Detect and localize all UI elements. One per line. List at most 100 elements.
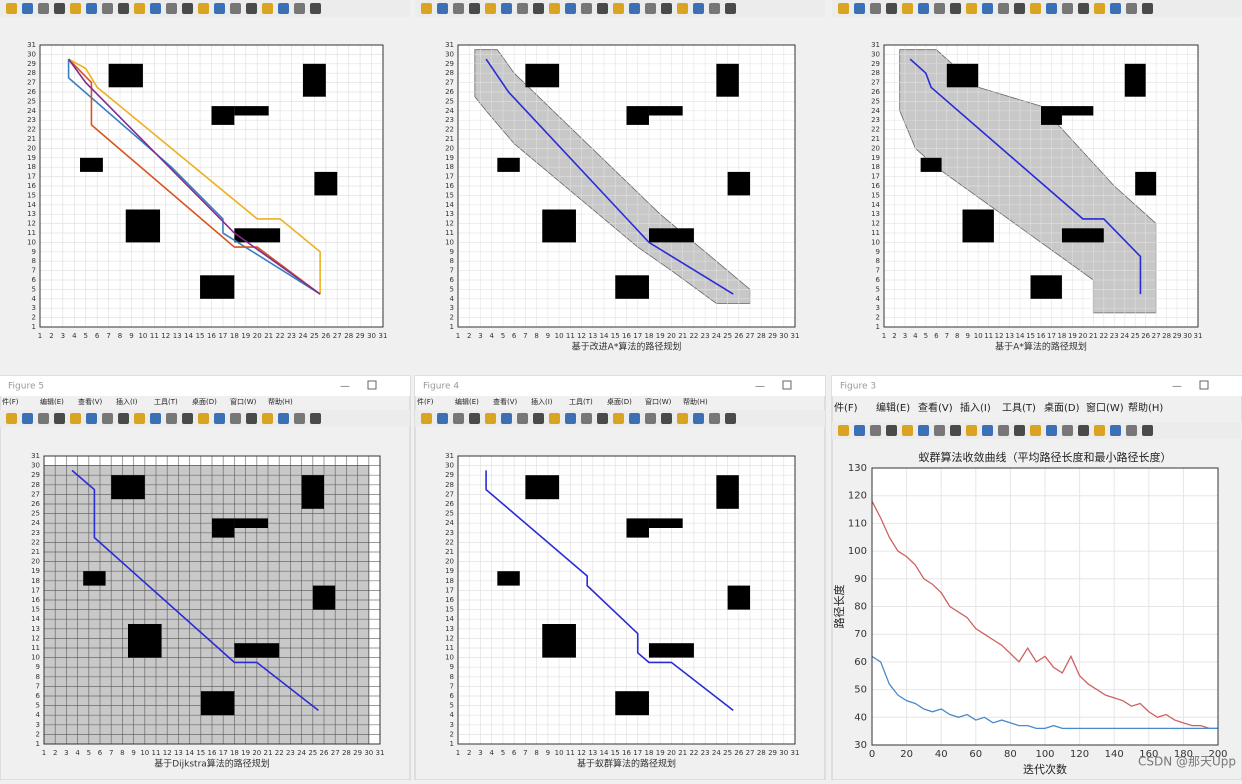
- toolbar-button[interactable]: [1110, 3, 1121, 14]
- toolbar-button[interactable]: [22, 3, 33, 14]
- toolbar-button[interactable]: [1126, 425, 1137, 436]
- toolbar-button[interactable]: [902, 3, 913, 14]
- toolbar-button[interactable]: [950, 425, 961, 436]
- toolbar-button[interactable]: [421, 3, 432, 14]
- toolbar-button[interactable]: [661, 3, 672, 14]
- toolbar-button[interactable]: [166, 3, 177, 14]
- toolbar-button[interactable]: [70, 3, 81, 14]
- toolbar-button[interactable]: [982, 425, 993, 436]
- menu-item[interactable]: 工具(T): [1002, 402, 1036, 414]
- toolbar-button[interactable]: [677, 3, 688, 14]
- toolbar-button[interactable]: [565, 3, 576, 14]
- toolbar-button[interactable]: [1062, 425, 1073, 436]
- menu-item[interactable]: 插入(I): [531, 397, 553, 406]
- toolbar-button[interactable]: [150, 413, 161, 424]
- toolbar-button[interactable]: [294, 413, 305, 424]
- toolbar-button[interactable]: [294, 3, 305, 14]
- menu-item[interactable]: 件(F): [834, 402, 858, 414]
- toolbar-button[interactable]: [613, 3, 624, 14]
- toolbar-button[interactable]: [549, 413, 560, 424]
- toolbar-button[interactable]: [22, 413, 33, 424]
- toolbar-button[interactable]: [998, 3, 1009, 14]
- toolbar-button[interactable]: [693, 3, 704, 14]
- toolbar-button[interactable]: [214, 3, 225, 14]
- toolbar-button[interactable]: [517, 413, 528, 424]
- toolbar-button[interactable]: [501, 413, 512, 424]
- toolbar-button[interactable]: [918, 3, 929, 14]
- toolbar-button[interactable]: [870, 425, 881, 436]
- toolbar-button[interactable]: [310, 413, 321, 424]
- toolbar-button[interactable]: [966, 3, 977, 14]
- menu-item[interactable]: 窗口(W): [230, 397, 257, 406]
- toolbar-button[interactable]: [838, 425, 849, 436]
- toolbar-button[interactable]: [517, 3, 528, 14]
- toolbar-button[interactable]: [182, 3, 193, 14]
- toolbar-button[interactable]: [198, 413, 209, 424]
- toolbar-button[interactable]: [134, 3, 145, 14]
- toolbar-button[interactable]: [597, 413, 608, 424]
- toolbar-button[interactable]: [533, 3, 544, 14]
- toolbar-button[interactable]: [453, 413, 464, 424]
- minimize[interactable]: —: [755, 381, 765, 392]
- toolbar-button[interactable]: [886, 425, 897, 436]
- toolbar-button[interactable]: [38, 413, 49, 424]
- toolbar-button[interactable]: [725, 413, 736, 424]
- toolbar-button[interactable]: [565, 413, 576, 424]
- menu-item[interactable]: 桌面(D): [192, 397, 217, 406]
- toolbar-button[interactable]: [870, 3, 881, 14]
- menu-item[interactable]: 查看(V): [918, 401, 953, 414]
- toolbar-button[interactable]: [533, 413, 544, 424]
- menu-item[interactable]: 件(F): [417, 397, 434, 406]
- toolbar-button[interactable]: [581, 413, 592, 424]
- menu-item[interactable]: 帮助(H): [1128, 401, 1163, 414]
- toolbar-button[interactable]: [645, 3, 656, 14]
- menu-item[interactable]: 工具(T): [569, 398, 593, 406]
- menu-item[interactable]: 插入(I): [116, 397, 138, 406]
- toolbar-button[interactable]: [118, 3, 129, 14]
- toolbar-button[interactable]: [469, 3, 480, 14]
- toolbar-button[interactable]: [1094, 3, 1105, 14]
- toolbar-button[interactable]: [102, 413, 113, 424]
- toolbar-button[interactable]: [1142, 425, 1153, 436]
- toolbar-button[interactable]: [998, 425, 1009, 436]
- toolbar-button[interactable]: [182, 413, 193, 424]
- toolbar-button[interactable]: [677, 413, 688, 424]
- toolbar-button[interactable]: [693, 413, 704, 424]
- toolbar-button[interactable]: [6, 3, 17, 14]
- toolbar-button[interactable]: [246, 3, 257, 14]
- toolbar-button[interactable]: [86, 3, 97, 14]
- toolbar-button[interactable]: [1046, 425, 1057, 436]
- toolbar-button[interactable]: [838, 3, 849, 14]
- toolbar-button[interactable]: [629, 413, 640, 424]
- toolbar-button[interactable]: [54, 3, 65, 14]
- menu-item[interactable]: 窗口(W): [645, 397, 672, 406]
- toolbar-button[interactable]: [1142, 3, 1153, 14]
- minimize[interactable]: —: [340, 381, 350, 392]
- toolbar-button[interactable]: [437, 413, 448, 424]
- toolbar-button[interactable]: [150, 3, 161, 14]
- menu-item[interactable]: 编辑(E): [40, 397, 64, 406]
- toolbar-button[interactable]: [613, 413, 624, 424]
- toolbar-button[interactable]: [134, 413, 145, 424]
- toolbar-button[interactable]: [1126, 3, 1137, 14]
- toolbar-button[interactable]: [725, 3, 736, 14]
- toolbar-button[interactable]: [166, 413, 177, 424]
- toolbar-button[interactable]: [421, 413, 432, 424]
- toolbar-button[interactable]: [230, 413, 241, 424]
- toolbar-button[interactable]: [1062, 3, 1073, 14]
- menu-item[interactable]: 件(F): [2, 397, 19, 406]
- toolbar-button[interactable]: [437, 3, 448, 14]
- toolbar-button[interactable]: [198, 3, 209, 14]
- toolbar-button[interactable]: [886, 3, 897, 14]
- toolbar-button[interactable]: [1110, 425, 1121, 436]
- toolbar-button[interactable]: [262, 3, 273, 14]
- toolbar-button[interactable]: [581, 3, 592, 14]
- menu-item[interactable]: 帮助(H): [268, 397, 293, 406]
- toolbar-button[interactable]: [1030, 3, 1041, 14]
- toolbar-button[interactable]: [1014, 425, 1025, 436]
- toolbar-button[interactable]: [278, 413, 289, 424]
- toolbar-button[interactable]: [1078, 425, 1089, 436]
- maximize[interactable]: [1199, 380, 1209, 390]
- minimize[interactable]: —: [1172, 381, 1182, 392]
- toolbar-button[interactable]: [453, 3, 464, 14]
